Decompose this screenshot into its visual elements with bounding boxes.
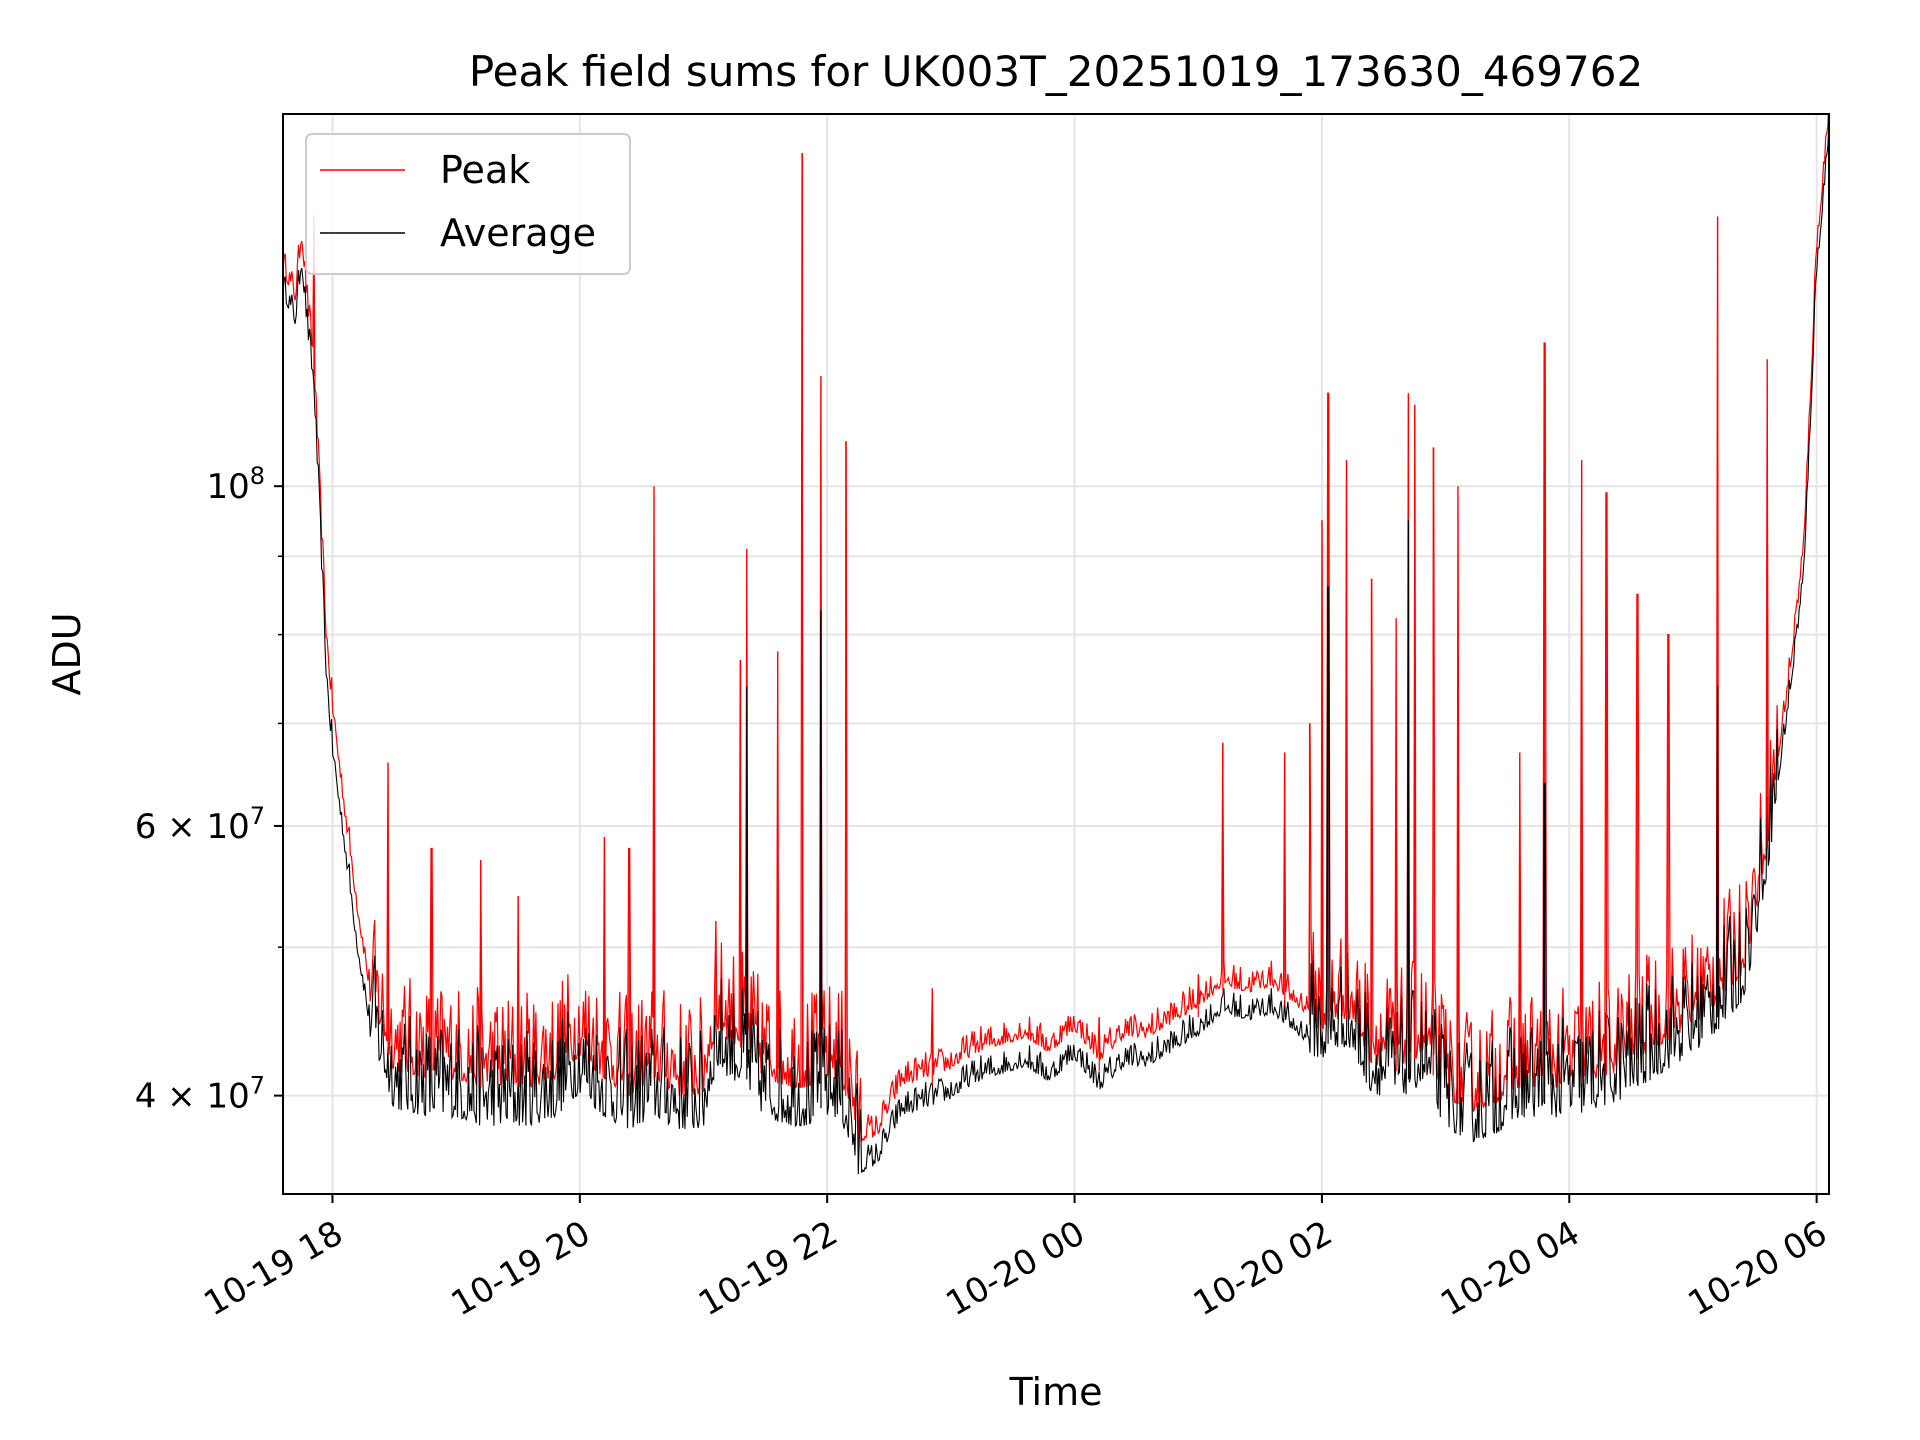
legend: Peak Average (305, 133, 631, 275)
series-line-peak (283, 114, 1829, 1143)
plot-frame (282, 113, 1830, 1195)
plot-series (283, 114, 1829, 1175)
legend-average-label: Average (440, 211, 596, 255)
y-tick-label: 108 (206, 462, 265, 507)
legend-peak-label: Peak (440, 148, 530, 192)
x-axis-label: Time (1009, 1370, 1103, 1414)
legend-box (305, 133, 631, 275)
y-axis-label: ADU (45, 612, 89, 695)
y-tick-label: 6 × 107 (135, 802, 265, 847)
y-tick-label: 4 × 107 (135, 1072, 265, 1117)
chart-title: Peak field sums for UK003T_20251019_1736… (469, 47, 1643, 96)
series-line-average (283, 118, 1829, 1175)
